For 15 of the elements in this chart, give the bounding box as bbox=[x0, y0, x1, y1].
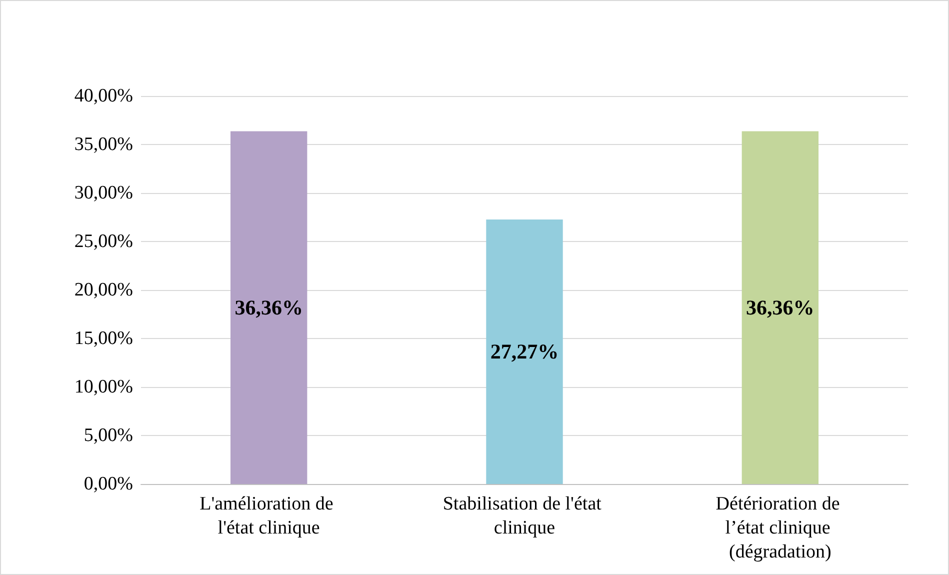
y-tick-label: 5,00% bbox=[84, 425, 134, 446]
y-tick-label: 15,00% bbox=[74, 328, 134, 349]
x-tick-label: Stabilisation de l'état clinique bbox=[442, 494, 606, 538]
y-tick-label: 35,00% bbox=[74, 134, 134, 155]
y-tick-label: 30,00% bbox=[74, 182, 134, 204]
y-tick-label: 25,00% bbox=[74, 231, 134, 252]
y-tick-label: 0,00% bbox=[84, 474, 134, 494]
data-label: 27,27% bbox=[490, 340, 559, 364]
data-label: 36,36% bbox=[234, 296, 303, 320]
x-tick-label: L'amélioration de l'état clinique bbox=[200, 494, 338, 538]
y-tick-label: 40,00% bbox=[74, 86, 134, 106]
y-tick-label: 10,00% bbox=[74, 376, 134, 398]
data-label: 36,36% bbox=[746, 296, 814, 320]
y-tick-label: 20,00% bbox=[74, 280, 134, 300]
x-tick-label: Détérioration de l’état clinique (dégradation) bbox=[716, 494, 845, 562]
